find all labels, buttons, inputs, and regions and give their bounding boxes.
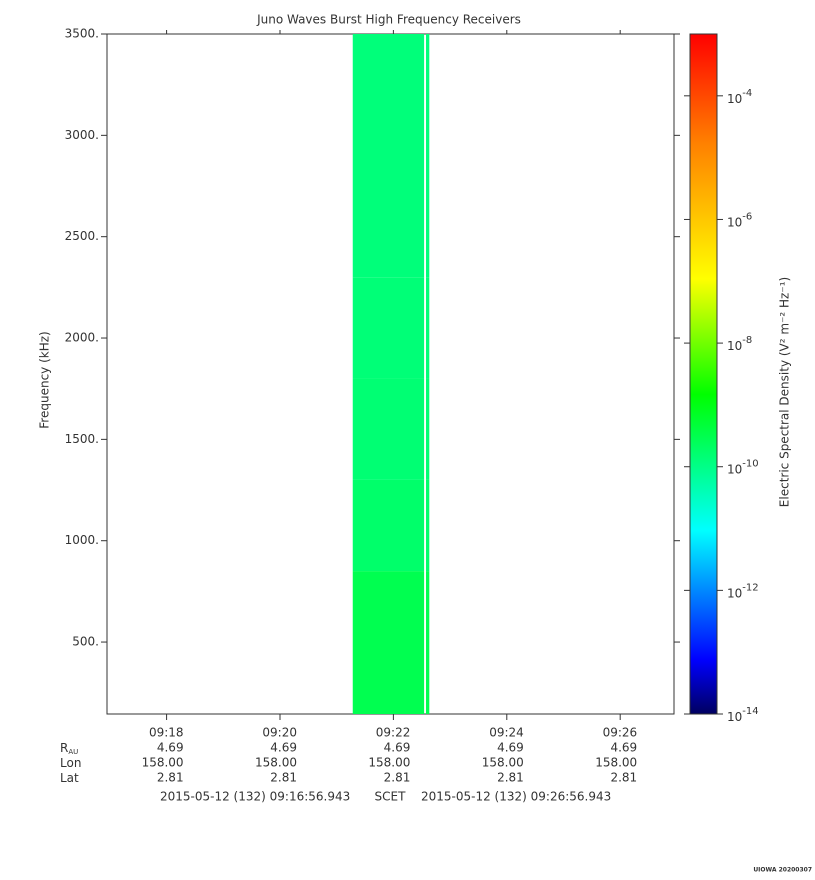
colorbar-tick-exponent: -8 [742, 335, 752, 346]
x-tick-label: 09:18 [149, 726, 184, 740]
x-tick-label: 09:20 [262, 726, 297, 740]
ephemeris-label-text: R [60, 741, 68, 755]
colorbar-tick-exponent: -4 [742, 88, 752, 99]
footer-mid: SCET [375, 790, 407, 804]
colorbar-tick-base: 10 [727, 710, 742, 724]
colorbar-tick-label: 10-4 [727, 88, 752, 106]
y-tick-label: 3000. [65, 128, 99, 142]
y-tick-label: 2500. [65, 229, 99, 243]
ephemeris-value: 4.69 [384, 741, 411, 755]
colorbar-tick-exponent: -12 [742, 582, 758, 593]
y-axis-label: Frequency (kHz) [38, 331, 52, 428]
heatmap-cell [425, 277, 430, 379]
ephemeris-value: 4.69 [610, 741, 637, 755]
ephemeris-value: 4.69 [497, 741, 524, 755]
ephemeris-label-sub: AU [68, 748, 78, 756]
x-tick-label: 09:26 [603, 726, 638, 740]
ephemeris-value: 2.81 [157, 771, 184, 785]
colorbar-tick-label: 10-6 [727, 211, 752, 229]
colorbar-tick-base: 10 [727, 215, 742, 229]
footer-end: 2015-05-12 (132) 09:26:56.943 [421, 790, 611, 804]
y-tick-label: 2000. [65, 331, 99, 345]
chart-title: Juno Waves Burst High Frequency Receiver… [256, 13, 521, 27]
ephemeris-value: 4.69 [157, 741, 184, 755]
ephemeris-value: 2.81 [384, 771, 411, 785]
y-tick-label: 1000. [65, 533, 99, 547]
ephemeris-label: Lat [60, 771, 79, 785]
colorbar-tick-base: 10 [727, 339, 742, 353]
ephemeris-label: RAU [60, 741, 78, 757]
colorbar [690, 34, 717, 714]
ephemeris-value: 2.81 [497, 771, 524, 785]
x-tick-label: 09:24 [489, 726, 524, 740]
heatmap-cell [352, 378, 425, 480]
colorbar-tick-label: 10-12 [727, 582, 759, 600]
heatmap-cell [425, 34, 430, 278]
ephemeris-value: 158.00 [595, 756, 637, 770]
ephemeris-label: Lon [60, 756, 81, 770]
colorbar-tick-base: 10 [727, 91, 742, 105]
colorbar-tick-label: 10-14 [727, 706, 759, 724]
y-tick-label: 500. [72, 635, 99, 649]
colorbar-tick-base: 10 [727, 586, 742, 600]
colorbar-tick-label: 10-8 [727, 335, 752, 353]
ephemeris-value: 158.00 [368, 756, 410, 770]
ephemeris-value: 158.00 [142, 756, 184, 770]
colorbar-tick-exponent: -10 [742, 459, 758, 470]
heatmap-cell [352, 277, 425, 379]
colorbar-tick-exponent: -6 [742, 211, 752, 222]
colorbar-tick-base: 10 [727, 462, 742, 476]
y-tick-label: 1500. [65, 432, 99, 446]
ephemeris-label-text: Lon [60, 756, 81, 770]
colorbar-label: Electric Spectral Density (V² m⁻² Hz⁻¹) [778, 277, 792, 507]
heatmap-cell [352, 571, 425, 714]
stamp: UIOWA 20200307 [753, 867, 812, 874]
heatmap-cell [425, 479, 430, 572]
ephemeris-value: 158.00 [482, 756, 524, 770]
ephemeris-value: 2.81 [610, 771, 637, 785]
footer-start: 2015-05-12 (132) 09:16:56.943 [160, 790, 350, 804]
heatmap-cell [425, 378, 430, 480]
colorbar-frame [689, 33, 718, 715]
heatmap-cell [352, 479, 425, 572]
colorbar-tick-exponent: -14 [742, 706, 758, 717]
heatmap-cell [425, 571, 430, 714]
ephemeris-value: 158.00 [255, 756, 297, 770]
ephemeris-value: 4.69 [270, 741, 297, 755]
x-tick-label: 09:22 [376, 726, 411, 740]
y-tick-label: 3500. [65, 27, 99, 41]
ephemeris-value: 2.81 [270, 771, 297, 785]
heatmap-cell [352, 34, 425, 278]
ephemeris-label-text: Lat [60, 771, 79, 785]
colorbar-tick-label: 10-10 [727, 459, 759, 477]
